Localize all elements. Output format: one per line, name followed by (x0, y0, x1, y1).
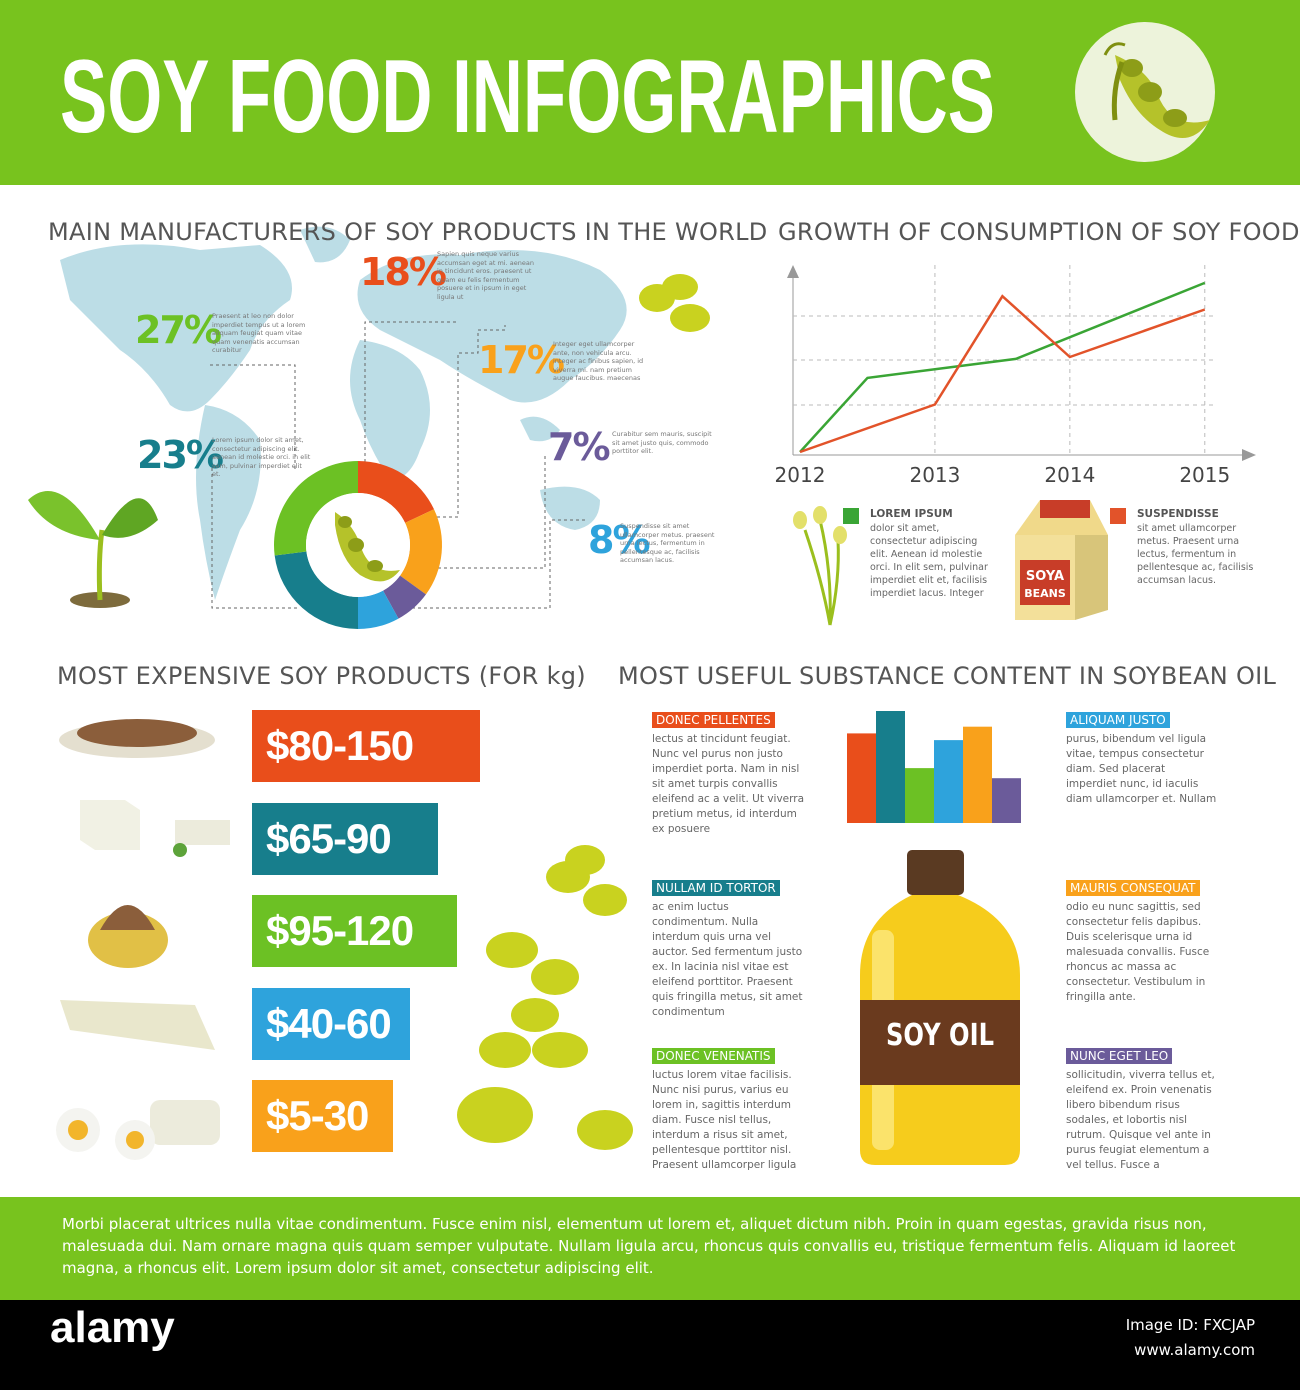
map-note: Praesent at leo non dolor imperdiet temp… (212, 312, 306, 354)
soya-package: SOYA BEANS (1015, 500, 1108, 620)
price-bar: $95-120 (252, 895, 457, 967)
line-series (799, 294, 1206, 454)
donut-chart (274, 461, 442, 629)
item-title: DONEC PELLENTES (652, 712, 775, 728)
x-tick-label: 2013 (909, 463, 960, 487)
item-text: sollicitudin, viverra tellus et, eleifen… (1066, 1069, 1215, 1171)
watermark-band (0, 1300, 1300, 1390)
legend-text: dolor sit amet, consectetur adipiscing e… (870, 523, 988, 599)
package-text: BEANS (1024, 587, 1066, 600)
bar (876, 711, 905, 823)
line-chart: 2012 2013 2014 2015 (775, 265, 1230, 487)
price-bar: $5-30 (252, 1080, 393, 1152)
x-tick-label: 2012 (775, 463, 826, 487)
price-bar: $80-150 (252, 710, 480, 782)
line-chart-axes (787, 265, 1256, 461)
oil-bottle: SOY OIL (860, 850, 1020, 1165)
price-bar: $65-90 (252, 802, 438, 875)
sprout (28, 491, 158, 608)
donut-segment (274, 551, 358, 629)
legend-swatch (843, 508, 859, 524)
legend-swatch (1110, 508, 1126, 524)
bar (963, 726, 992, 823)
donut-segment (274, 461, 358, 556)
map-note: Sapien quis neque varius accumsan eget a… (437, 250, 534, 301)
watermark-id: Image ID: FXCJAP (1126, 1316, 1255, 1334)
item-text: purus, bibendum vel ligula vitae, tempus… (1066, 733, 1217, 805)
bar (992, 778, 1021, 823)
item-text: ac enim luctus condimentum. Nulla interd… (652, 901, 803, 1018)
price-bar: $40-60 (252, 987, 410, 1060)
map-note: Suspendisse sit amet ullamcorper metus. … (620, 522, 715, 564)
watermark-logo: alamy (50, 1303, 175, 1352)
item-text: luctus lorem vitae facilisis. Nunc nisi … (652, 1069, 797, 1171)
item-title: NUNC EGET LEO (1066, 1048, 1173, 1064)
item-text: odio eu nunc sagittis, sed consectetur f… (1066, 901, 1210, 1003)
x-tick-label: 2015 (1179, 463, 1230, 487)
bar-chart (847, 711, 1021, 823)
section-title: MAIN MANUFACTURERS OF SOY PRODUCTS IN TH… (48, 218, 768, 246)
item-title: ALIQUAM JUSTO (1066, 712, 1170, 728)
donut-segment (383, 575, 426, 619)
legend-name: SUSPENDISSE (1137, 508, 1219, 520)
bottle-label: SOY OIL (886, 1018, 994, 1053)
donut-pod (335, 512, 400, 582)
bar (905, 768, 934, 823)
item-title: MAURIS CONSEQUAT (1066, 880, 1200, 896)
legend-text: sit amet ullamcorper metus. Praesent urn… (1137, 523, 1254, 586)
percent-label: 8% (588, 518, 650, 562)
donut-segment (358, 590, 399, 629)
map-note: Lorem ipsum dolor sit amet, consectetur … (212, 436, 311, 478)
map-note: Curabitur sem mauris, suscipit sit amet … (612, 430, 712, 455)
line-series (799, 281, 1206, 453)
footer-text: Morbi placerat ultrices nulla vitae cond… (62, 1215, 1236, 1277)
legend-name: LOREM IPSUM (870, 508, 953, 520)
food-icons (56, 719, 230, 1160)
item-title: NULLAM ID TORTOR (652, 880, 780, 896)
percent-label: 23% (137, 433, 224, 477)
section-title: GROWTH OF CONSUMPTION OF SOY FOODS (778, 218, 1300, 246)
percent-label: 17% (478, 338, 565, 382)
section-title: MOST USEFUL SUBSTANCE CONTENT IN SOYBEAN… (618, 662, 1277, 690)
donut-segment (400, 509, 442, 595)
leader-lines (210, 321, 585, 609)
x-tick-label: 2014 (1044, 463, 1095, 487)
beans (457, 274, 710, 1150)
page-title: SOY FOOD INFOGRAPHICS (60, 39, 995, 155)
donut-segment (358, 461, 435, 523)
item-title: DONEC VENENATIS (652, 1048, 775, 1064)
percent-label: 7% (548, 425, 610, 469)
map-note: Integer eget ullamcorper ante, non vehic… (553, 340, 644, 382)
percent-label: 27% (135, 308, 222, 352)
watermark-url: www.alamy.com (1134, 1341, 1255, 1359)
world-map (60, 226, 627, 600)
bar (934, 740, 963, 823)
sprout-small (793, 506, 847, 626)
footer-band (0, 1197, 1300, 1300)
percent-label: 18% (360, 250, 447, 294)
section-title: MOST EXPENSIVE SOY PRODUCTS (FOR kg) (57, 662, 586, 690)
logo-pod (1103, 42, 1210, 138)
package-text: SOYA (1026, 569, 1064, 584)
bar (847, 733, 876, 823)
item-text: lectus at tincidunt feugiat. Nunc vel pu… (652, 733, 805, 835)
